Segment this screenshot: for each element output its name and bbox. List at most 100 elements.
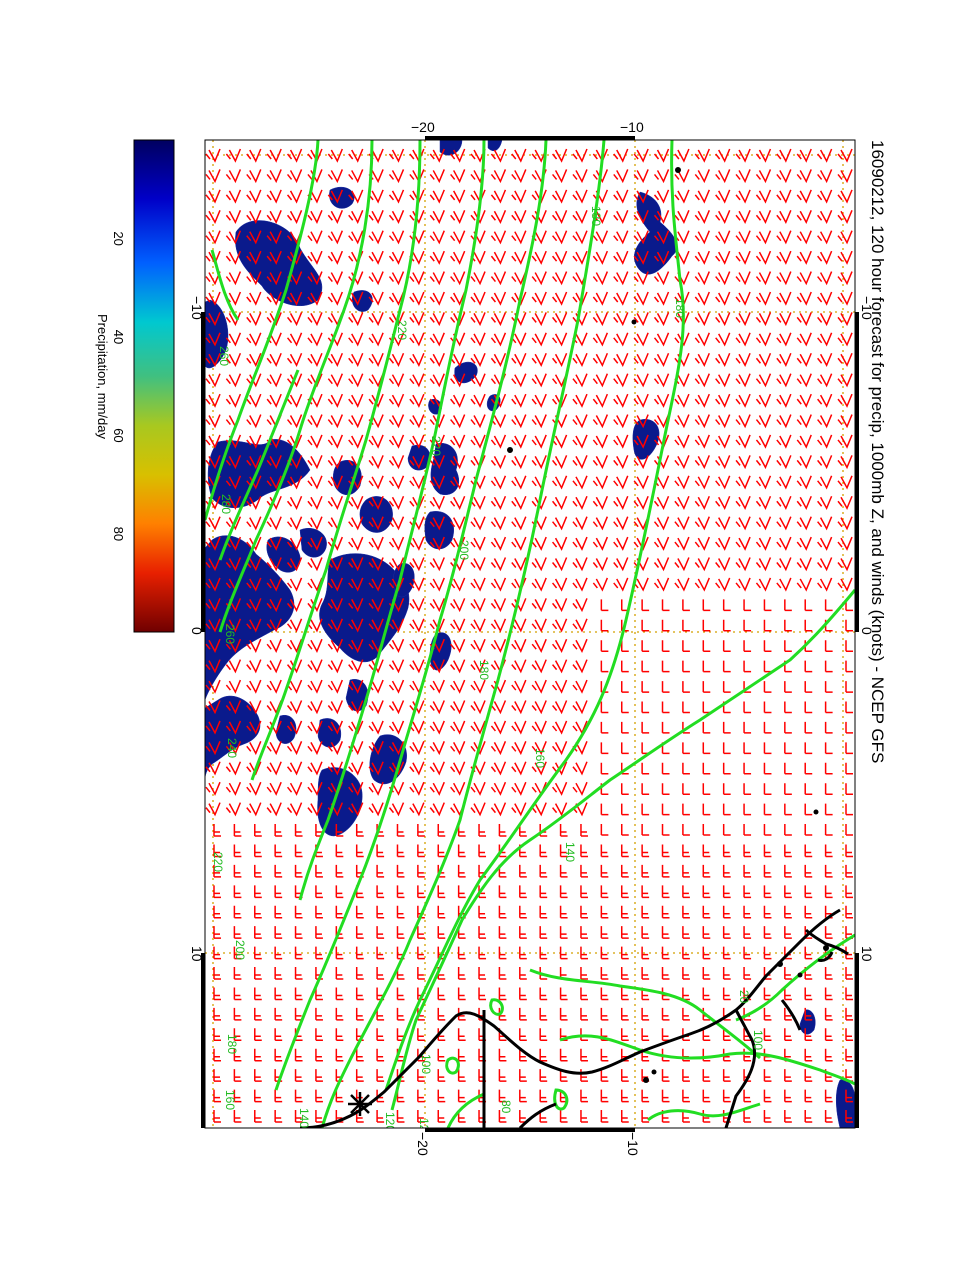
wind-barb (682, 599, 690, 612)
wind-barb (246, 291, 262, 306)
wind-barb (715, 189, 731, 204)
wind-barb (327, 169, 344, 184)
wind-barb (661, 824, 670, 836)
wind-barb (327, 761, 344, 776)
wind-barb (824, 721, 833, 734)
wind-barb (817, 291, 833, 306)
wind-barb (307, 598, 323, 613)
wind-barb (674, 536, 690, 551)
contour-label: 240 (225, 738, 239, 758)
wind-barb (755, 393, 772, 408)
wind-barb (722, 926, 731, 939)
wind-barb (722, 967, 731, 980)
wind-barb (457, 967, 466, 980)
wind-barb (715, 516, 731, 531)
wind-barb (266, 291, 282, 306)
wind-barb (429, 291, 445, 306)
wind-barb (551, 679, 568, 694)
wind-barb (368, 516, 384, 531)
wind-barb (335, 864, 344, 878)
wind-barb (641, 1089, 650, 1103)
wind-barb (254, 1048, 262, 1062)
wind-barb (450, 516, 466, 531)
wind-barb (715, 393, 731, 408)
wind-barb (396, 864, 405, 878)
wind-barb (511, 802, 527, 817)
wind-barb (641, 1110, 650, 1123)
wind-barb (837, 414, 853, 429)
wind-barb (551, 802, 568, 817)
geopotential-contours (205, 140, 855, 1128)
wind-barb (266, 352, 282, 367)
wind-barb (633, 455, 649, 470)
wind-barb (307, 414, 323, 429)
wind-barb (551, 352, 568, 367)
wind-barb (715, 230, 731, 245)
wind-barb (327, 741, 344, 756)
wind-barb (600, 1110, 609, 1123)
wind-barb (205, 577, 221, 592)
wind-barb (613, 414, 629, 429)
wind-barb (307, 230, 323, 245)
wind-barb (572, 169, 588, 184)
wind-barb (315, 1110, 323, 1123)
wind-barb (551, 495, 568, 510)
wind-barb (776, 475, 792, 490)
wind-barb (682, 681, 690, 693)
wind-barb (498, 885, 507, 899)
wind-barb (266, 373, 282, 388)
wind-barb (409, 475, 425, 490)
wind-barb (641, 864, 650, 878)
wind-barb (661, 660, 670, 673)
wind-barb (702, 885, 711, 899)
wind-barb (551, 312, 568, 327)
wind-barb (674, 189, 690, 204)
wind-barb (804, 660, 813, 673)
wind-barb (511, 700, 527, 715)
wind-barb (600, 660, 609, 673)
right-axis-label: 0 (859, 627, 875, 635)
wind-barb (824, 701, 833, 714)
wind-barb (817, 189, 833, 204)
wind-barb (817, 434, 833, 449)
wind-barb (755, 557, 772, 572)
wind-barb (674, 393, 690, 408)
wind-barb (613, 169, 629, 184)
wind-barb (450, 209, 466, 225)
wind-barb (307, 352, 323, 367)
wind-barb (266, 455, 282, 470)
wind-barb (511, 536, 527, 551)
wind-barb (531, 741, 547, 756)
wind-barb (743, 1110, 752, 1123)
wind-barb (274, 1048, 283, 1062)
wind-barb (498, 1069, 507, 1082)
wind-barb (225, 312, 242, 327)
wind-barb (490, 516, 507, 531)
wind-barb (551, 209, 568, 225)
wind-barb (470, 781, 486, 796)
wind-barb (817, 169, 833, 184)
wind-barb (498, 824, 507, 837)
wind-barb (307, 802, 323, 817)
wind-barb (715, 352, 731, 367)
wind-barb (613, 516, 629, 531)
wind-barb (776, 352, 792, 367)
wind-barb (348, 434, 364, 449)
wind-barb (409, 434, 425, 449)
wind-barb (396, 905, 405, 919)
wind-barb (470, 373, 486, 388)
wind-barb (246, 577, 262, 592)
wind-barb (294, 864, 303, 878)
wind-barb (743, 619, 752, 632)
wind-barb (429, 250, 445, 265)
wind-barb (470, 659, 486, 674)
wind-barb (620, 721, 629, 734)
wind-barb (722, 824, 731, 836)
wind-barb (715, 577, 731, 592)
wind-barb (743, 701, 752, 714)
wind-barb (837, 475, 853, 490)
wind-barb (246, 516, 262, 531)
wind-barb (661, 803, 670, 816)
wind-barb (620, 803, 629, 816)
